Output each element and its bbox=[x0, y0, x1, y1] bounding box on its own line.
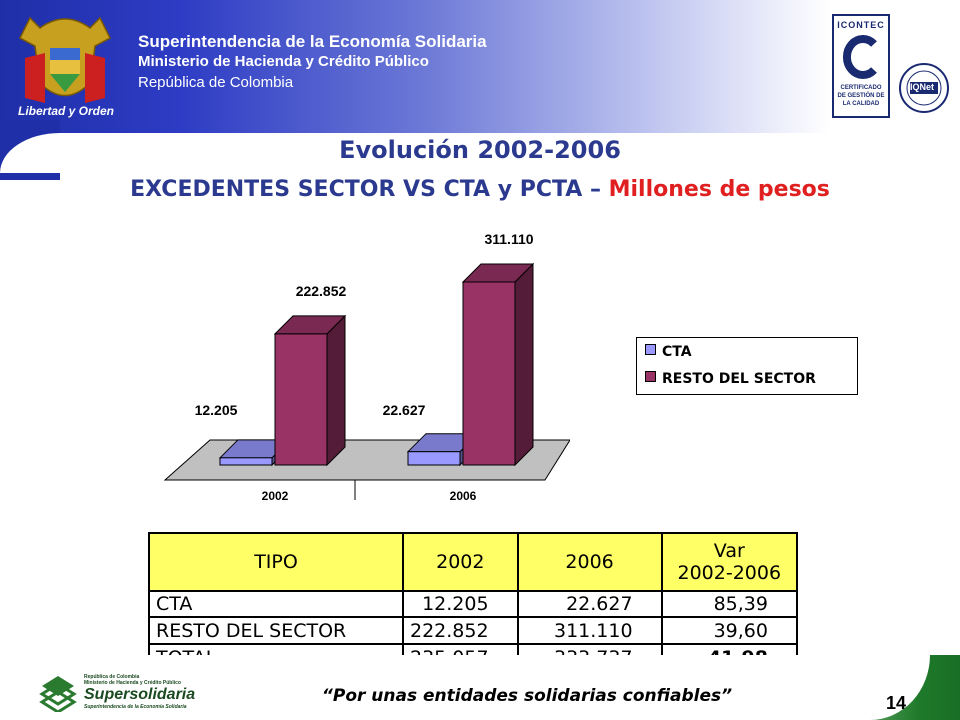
cell-tipo: RESTO DEL SECTOR bbox=[148, 616, 404, 646]
cell-2002: 222.852 bbox=[402, 616, 519, 646]
bar-side-2002-1 bbox=[326, 314, 346, 467]
icontec-c-icon bbox=[842, 35, 877, 79]
icontec-certificate-logo: ICONTEC CERTIFICADO DE GESTIÓN DE LA CAL… bbox=[832, 14, 890, 118]
bar-side-2006-1 bbox=[514, 262, 534, 467]
organization-block: Superintendencia de la Economía Solidari… bbox=[138, 32, 487, 94]
x-tick-label-2002: 2002 bbox=[262, 489, 289, 503]
cell-var: 39,60 bbox=[660, 616, 799, 646]
x-tick-label-2006: 2006 bbox=[450, 489, 477, 503]
header-var-line1: Var bbox=[713, 539, 745, 562]
table-header-row: TIPO 2002 2006 Var 2002-2006 bbox=[148, 532, 799, 592]
data-label-2002-0: 12.205 bbox=[195, 402, 238, 418]
coat-caption: Libertad y Orden bbox=[17, 104, 115, 118]
legend-label-cta: CTA bbox=[662, 344, 692, 360]
brand-tagline: Superintendencia de la Economía Solidari… bbox=[84, 704, 187, 710]
brand-country: República de Colombia bbox=[84, 674, 140, 680]
cell-2002: 12.205 bbox=[402, 589, 519, 619]
bar-2002-0 bbox=[219, 457, 273, 466]
legend-swatch-cta bbox=[645, 344, 656, 355]
header-var-line2: 2002-2006 bbox=[677, 561, 782, 584]
org-country: República de Colombia bbox=[138, 74, 294, 91]
header-curve bbox=[0, 133, 960, 173]
iqnet-label: IQNet bbox=[910, 82, 935, 92]
footer-slogan: “Por unas entidades solidarias confiable… bbox=[321, 686, 733, 706]
cell-2006: 311.110 bbox=[516, 616, 663, 646]
brand-ministry: Ministerio de Hacienda y Crédito Público bbox=[84, 680, 181, 686]
footer-curve bbox=[0, 655, 930, 720]
footer-brand: República de Colombia Ministerio de Haci… bbox=[84, 674, 195, 710]
header-banner bbox=[0, 0, 960, 133]
org-ministry: Ministerio de Hacienda y Crédito Público bbox=[138, 53, 429, 70]
coat-of-arms-icon bbox=[19, 16, 111, 103]
supersolidaria-logo-icon bbox=[39, 676, 77, 712]
header-2006: 2006 bbox=[516, 532, 663, 592]
subtitle-main: EXCEDENTES SECTOR VS CTA y PCTA – bbox=[130, 177, 609, 202]
table-row: CTA 12.205 22.627 85,39 bbox=[148, 589, 799, 619]
header-2002: 2002 bbox=[402, 532, 519, 592]
data-label-2002-1: 222.852 bbox=[296, 283, 347, 299]
chart-legend: CTA RESTO DEL SECTOR bbox=[636, 337, 858, 395]
cell-2006: 22.627 bbox=[516, 589, 663, 619]
cert1-bottom-text: CERTIFICADO DE GESTIÓN DE LA CALIDAD bbox=[837, 85, 885, 107]
data-table: TIPO 2002 2006 Var 2002-2006 CTA 12.205 2… bbox=[148, 532, 799, 672]
cell-tipo: CTA bbox=[148, 589, 404, 619]
bar-chart: 12.205 222.852 2002 22.627 311.110 2006 bbox=[163, 231, 570, 503]
org-name: Superintendencia de la Economía Solidari… bbox=[138, 32, 487, 51]
cell-var: 85,39 bbox=[660, 589, 799, 619]
legend-item-resto: RESTO DEL SECTOR bbox=[645, 371, 816, 389]
data-label-2006-1: 311.110 bbox=[484, 231, 533, 247]
subtitle-units: Millones de pesos bbox=[608, 177, 830, 202]
legend-swatch-resto bbox=[645, 371, 656, 382]
table-row: RESTO DEL SECTOR 222.852 311.110 39,60 bbox=[148, 616, 799, 646]
cert1-top-text: ICONTEC bbox=[837, 20, 885, 30]
bar-2006-0 bbox=[407, 451, 461, 466]
legend-item-cta: CTA bbox=[645, 344, 692, 362]
header-tipo: TIPO bbox=[148, 532, 404, 592]
brand-name: Supersolidaria bbox=[84, 686, 196, 703]
iqnet-seal-icon bbox=[899, 63, 949, 113]
bar-2002-1 bbox=[274, 333, 328, 466]
data-label-2006-0: 22.627 bbox=[383, 402, 426, 418]
legend-label-resto: RESTO DEL SECTOR bbox=[662, 371, 816, 387]
bar-2006-1 bbox=[462, 281, 516, 466]
page-number: 14 bbox=[886, 693, 907, 713]
header-var: Var 2002-2006 bbox=[660, 532, 799, 592]
slide-subtitle: EXCEDENTES SECTOR VS CTA y PCTA – Millon… bbox=[0, 177, 960, 202]
slide-title: Evolución 2002-2006 bbox=[339, 136, 621, 164]
